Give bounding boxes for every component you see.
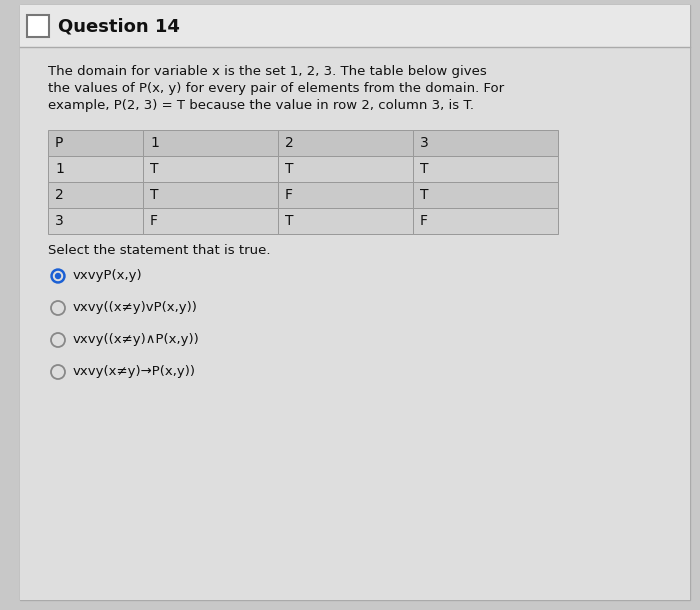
Text: T: T bbox=[285, 214, 293, 228]
FancyBboxPatch shape bbox=[413, 182, 558, 208]
Circle shape bbox=[51, 301, 65, 315]
FancyBboxPatch shape bbox=[48, 130, 143, 156]
Text: the values of P(x, y) for every pair of elements from the domain. For: the values of P(x, y) for every pair of … bbox=[48, 82, 504, 95]
Text: F: F bbox=[285, 188, 293, 202]
FancyBboxPatch shape bbox=[20, 47, 690, 600]
Circle shape bbox=[51, 333, 65, 347]
FancyBboxPatch shape bbox=[278, 156, 413, 182]
FancyBboxPatch shape bbox=[143, 208, 278, 234]
Text: vxvy(x≠y)→P(x,y)): vxvy(x≠y)→P(x,y)) bbox=[73, 365, 196, 378]
Text: vxvy((x≠y)vP(x,y)): vxvy((x≠y)vP(x,y)) bbox=[73, 301, 198, 315]
FancyBboxPatch shape bbox=[48, 156, 143, 182]
Circle shape bbox=[51, 365, 65, 379]
FancyBboxPatch shape bbox=[27, 15, 49, 37]
Text: 1: 1 bbox=[55, 162, 64, 176]
Text: T: T bbox=[420, 162, 428, 176]
Circle shape bbox=[53, 271, 62, 281]
Text: T: T bbox=[150, 188, 158, 202]
FancyBboxPatch shape bbox=[48, 208, 143, 234]
Text: Select the statement that is true.: Select the statement that is true. bbox=[48, 244, 270, 257]
FancyBboxPatch shape bbox=[143, 130, 278, 156]
FancyBboxPatch shape bbox=[278, 130, 413, 156]
FancyBboxPatch shape bbox=[143, 156, 278, 182]
Text: vxvy((x≠y)∧P(x,y)): vxvy((x≠y)∧P(x,y)) bbox=[73, 334, 200, 346]
Text: 3: 3 bbox=[55, 214, 64, 228]
FancyBboxPatch shape bbox=[278, 182, 413, 208]
Text: P: P bbox=[55, 136, 64, 150]
Text: vxvyP(x,y): vxvyP(x,y) bbox=[73, 270, 143, 282]
Text: example, P(2, 3) = T because the value in row 2, column 3, is T.: example, P(2, 3) = T because the value i… bbox=[48, 99, 474, 112]
FancyBboxPatch shape bbox=[20, 5, 690, 47]
Circle shape bbox=[55, 273, 60, 279]
Text: 2: 2 bbox=[285, 136, 294, 150]
Text: F: F bbox=[420, 214, 428, 228]
Text: T: T bbox=[285, 162, 293, 176]
FancyBboxPatch shape bbox=[278, 208, 413, 234]
Text: T: T bbox=[420, 188, 428, 202]
Text: Question 14: Question 14 bbox=[58, 17, 180, 35]
FancyBboxPatch shape bbox=[143, 182, 278, 208]
Circle shape bbox=[51, 269, 65, 283]
FancyBboxPatch shape bbox=[48, 182, 143, 208]
Text: T: T bbox=[150, 162, 158, 176]
FancyBboxPatch shape bbox=[20, 5, 690, 600]
Text: 2: 2 bbox=[55, 188, 64, 202]
FancyBboxPatch shape bbox=[413, 156, 558, 182]
Text: The domain for variable x is the set 1, 2, 3. The table below gives: The domain for variable x is the set 1, … bbox=[48, 65, 486, 78]
Text: 3: 3 bbox=[420, 136, 428, 150]
FancyBboxPatch shape bbox=[413, 130, 558, 156]
Text: F: F bbox=[150, 214, 158, 228]
FancyBboxPatch shape bbox=[413, 208, 558, 234]
Text: 1: 1 bbox=[150, 136, 159, 150]
